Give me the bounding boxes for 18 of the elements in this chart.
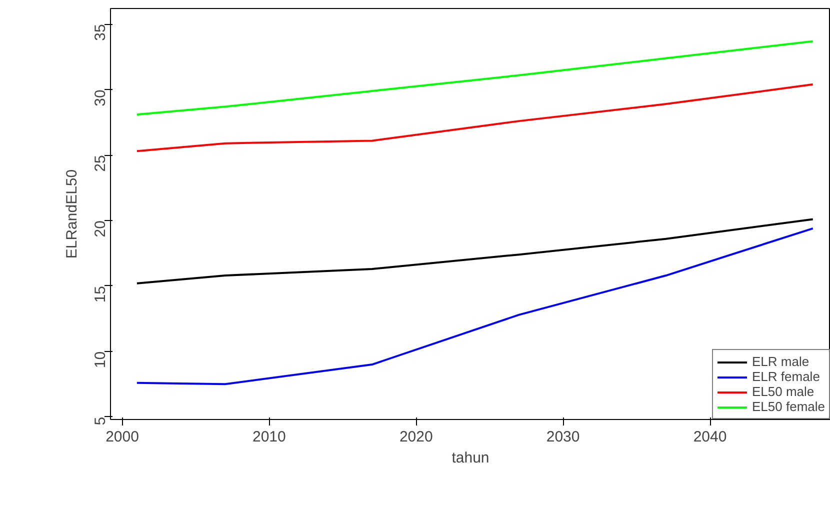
y-tick-label: 10 (92, 351, 109, 368)
y-tick-label: 5 (92, 416, 109, 426)
y-tick-label: 20 (92, 220, 109, 238)
x-tick-label: 2040 (693, 428, 727, 446)
x-tick-label: 2030 (546, 428, 580, 446)
legend-label: EL50 female (752, 399, 825, 414)
x-tick-label: 2020 (399, 428, 433, 446)
y-tick-label: 15 (92, 286, 109, 303)
y-tick-label: 25 (92, 155, 109, 172)
legend-label: EL50 male (752, 384, 814, 399)
x-axis-title: tahun (452, 450, 490, 466)
y-tick-label: 35 (92, 24, 109, 41)
y-tick-label: 30 (92, 90, 109, 106)
x-tick-label: 2000 (106, 428, 139, 446)
y-axis-title: ELRandEL50 (64, 169, 80, 259)
x-tick-label: 2010 (252, 428, 286, 446)
legend-label: ELR female (752, 369, 820, 384)
legend-label: ELR male (752, 354, 810, 369)
